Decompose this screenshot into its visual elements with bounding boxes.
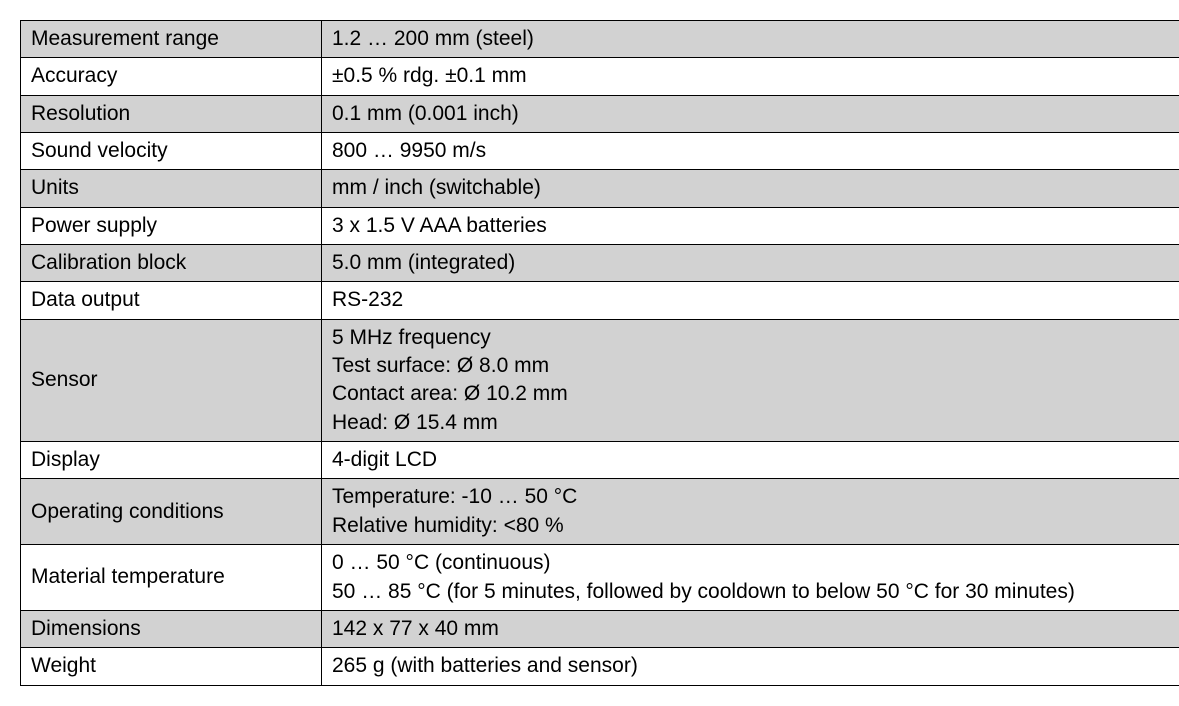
spec-value: 0.1 mm (0.001 inch) (322, 95, 1179, 132)
table-row: Material temperature 0 … 50 °C (continuo… (21, 545, 1179, 611)
table-row: Calibration block 5.0 mm (integrated) (21, 245, 1179, 282)
spec-value: Temperature: -10 … 50 °C Relative humidi… (322, 479, 1179, 545)
table-row: Power supply 3 x 1.5 V AAA batteries (21, 207, 1179, 244)
table-row: Dimensions 142 x 77 x 40 mm (21, 610, 1179, 647)
table-row: Resolution 0.1 mm (0.001 inch) (21, 95, 1179, 132)
spec-label: Material temperature (21, 545, 322, 611)
spec-label: Units (21, 170, 322, 207)
spec-label: Resolution (21, 95, 322, 132)
spec-value: 800 … 9950 m/s (322, 133, 1179, 170)
spec-value: ±0.5 % rdg. ±0.1 mm (322, 58, 1179, 95)
table-row: Accuracy ±0.5 % rdg. ±0.1 mm (21, 58, 1179, 95)
spec-label: Measurement range (21, 21, 322, 58)
table-row: Display 4-digit LCD (21, 442, 1179, 479)
table-row: Weight 265 g (with batteries and sensor) (21, 648, 1179, 685)
spec-label: Display (21, 442, 322, 479)
spec-value: mm / inch (switchable) (322, 170, 1179, 207)
table-row: Sensor 5 MHz frequency Test surface: Ø 8… (21, 319, 1179, 441)
table-row: Sound velocity 800 … 9950 m/s (21, 133, 1179, 170)
spec-value: 0 … 50 °C (continuous) 50 … 85 °C (for 5… (322, 545, 1179, 611)
spec-label: Power supply (21, 207, 322, 244)
spec-value: 5.0 mm (integrated) (322, 245, 1179, 282)
spec-label: Operating conditions (21, 479, 322, 545)
table-row: Units mm / inch (switchable) (21, 170, 1179, 207)
spec-value: 4-digit LCD (322, 442, 1179, 479)
table-row: Operating conditions Temperature: -10 … … (21, 479, 1179, 545)
spec-label: Weight (21, 648, 322, 685)
spec-label: Accuracy (21, 58, 322, 95)
spec-value: 3 x 1.5 V AAA batteries (322, 207, 1179, 244)
spec-table: Measurement range 1.2 … 200 mm (steel) A… (20, 20, 1179, 686)
spec-value: 265 g (with batteries and sensor) (322, 648, 1179, 685)
table-row: Data output RS-232 (21, 282, 1179, 319)
spec-label: Sensor (21, 319, 322, 441)
spec-table-body: Measurement range 1.2 … 200 mm (steel) A… (21, 21, 1179, 686)
spec-label: Dimensions (21, 610, 322, 647)
table-row: Measurement range 1.2 … 200 mm (steel) (21, 21, 1179, 58)
spec-label: Sound velocity (21, 133, 322, 170)
spec-value: 5 MHz frequency Test surface: Ø 8.0 mm C… (322, 319, 1179, 441)
spec-label: Data output (21, 282, 322, 319)
spec-value: 142 x 77 x 40 mm (322, 610, 1179, 647)
spec-value: 1.2 … 200 mm (steel) (322, 21, 1179, 58)
spec-label: Calibration block (21, 245, 322, 282)
spec-value: RS-232 (322, 282, 1179, 319)
